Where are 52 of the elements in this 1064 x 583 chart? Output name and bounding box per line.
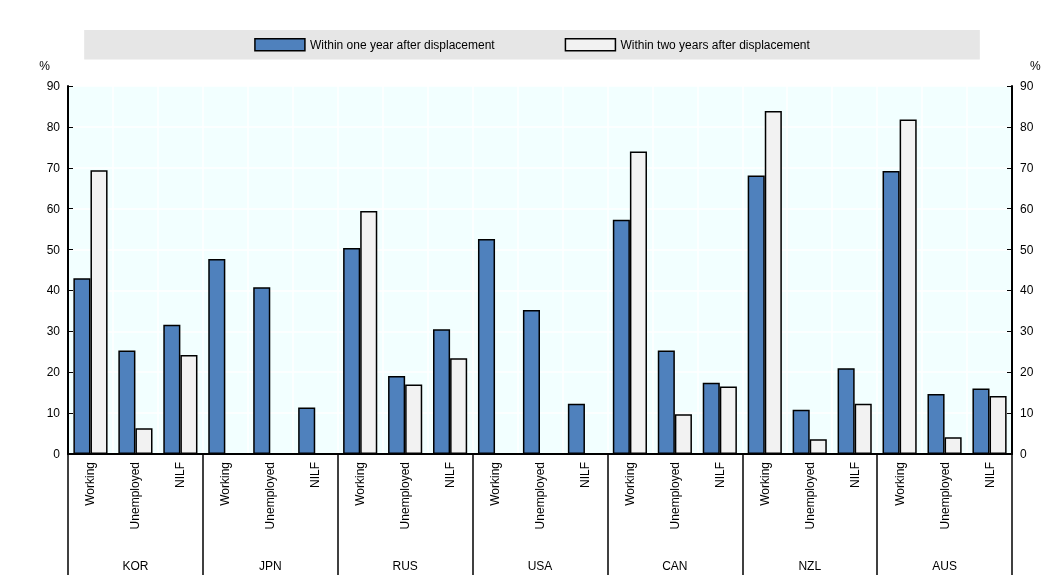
legend-label: Within two years after displacement — [620, 37, 811, 52]
text: USA — [527, 559, 553, 573]
text: NZL — [798, 559, 822, 573]
x-tick-label: NILF — [577, 462, 592, 489]
y2-tick-label: 50 — [1020, 242, 1034, 257]
y-tick-label: 10 — [46, 406, 61, 421]
x-tick-label: Unemployed — [533, 462, 547, 530]
x-tick-label: Unemployed — [937, 462, 952, 530]
x-tick-label: Working — [488, 462, 503, 506]
y2-tick-label: 80 — [1020, 119, 1034, 134]
x-tick-label: Working — [83, 462, 98, 506]
text: KOR — [122, 559, 149, 573]
x-tick-label: Working — [622, 462, 637, 506]
x-tick-label: NILF — [712, 462, 727, 489]
x-tick-label: NILF — [173, 462, 188, 489]
x-tick-label: Working — [757, 462, 772, 506]
y2-tick-label: 90 — [1020, 79, 1034, 93]
x-tick-label: NILF — [308, 462, 323, 489]
y2-tick-label: 70 — [1020, 160, 1034, 175]
y2-tick-label: 30 — [1020, 324, 1034, 339]
y-tick-label: 20 — [46, 365, 61, 380]
x-tick-label: Unemployed — [263, 462, 278, 530]
x-tick-label: NILF — [847, 462, 862, 489]
x-tick-label: NILF — [443, 462, 458, 489]
text: CAN — [662, 559, 688, 573]
y2-tick-label: 20 — [1020, 365, 1034, 380]
text: RUS — [392, 559, 418, 573]
x-tick-label: Unemployed — [802, 462, 817, 530]
text: JPN — [258, 559, 282, 573]
y-tick-label: 0 — [53, 447, 61, 461]
y-axis-title: % — [39, 59, 51, 73]
y-tick-label: 70 — [46, 160, 61, 175]
y2-tick-label: 60 — [1020, 201, 1034, 216]
x-tick-label: Working — [218, 462, 233, 506]
text: AUS — [932, 559, 957, 573]
x-tick-label: Working — [892, 462, 907, 506]
legend-label: Within one year after displacement — [309, 37, 496, 52]
y-tick-label: 60 — [46, 201, 61, 216]
x-tick-label: NILF — [982, 462, 997, 489]
x-tick-label: Unemployed — [398, 462, 413, 530]
y2-tick-label: 0 — [1020, 447, 1027, 461]
y-tick-label: 30 — [46, 324, 61, 339]
y2-tick-label: 10 — [1020, 406, 1034, 421]
x-tick-label: Working — [353, 462, 368, 506]
y2-tick-label: 40 — [1020, 283, 1034, 298]
y-tick-label: 80 — [46, 119, 61, 134]
y-tick-label: 50 — [46, 242, 61, 257]
x-tick-label: Unemployed — [128, 462, 143, 530]
y2-axis-title: % — [1030, 59, 1041, 73]
x-tick-label: Unemployed — [667, 462, 682, 530]
y-tick-label: 40 — [46, 283, 61, 298]
y-tick-label: 90 — [46, 79, 61, 93]
